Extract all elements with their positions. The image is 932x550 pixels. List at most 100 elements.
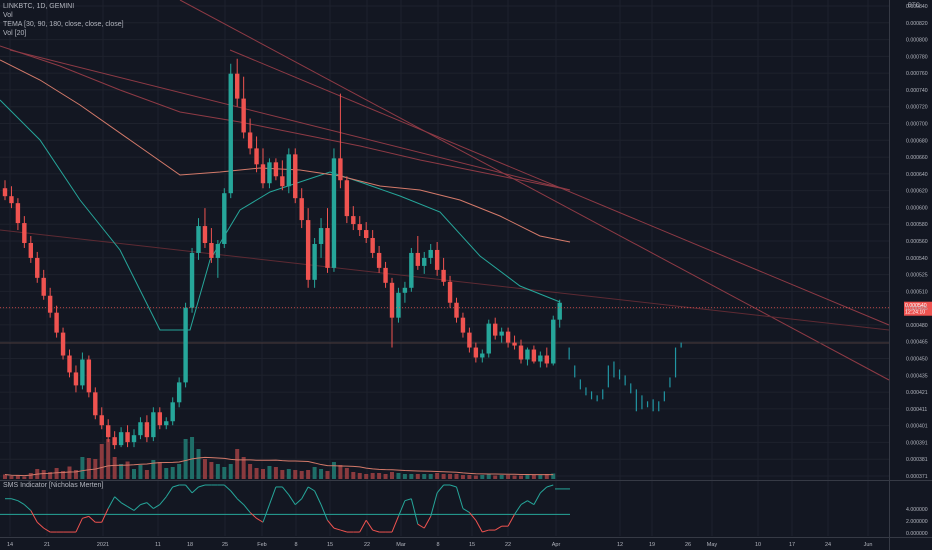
candle-body [241, 98, 246, 133]
candle-body [176, 382, 182, 403]
symbol-legend[interactable]: LINKBTC, 1D, GEMINI [3, 3, 75, 10]
sms-line-segment [314, 490, 322, 505]
volume-bar [280, 470, 285, 479]
sms-line-segment [114, 496, 122, 504]
time-tick-label: Jun [864, 542, 873, 548]
price-tick-label: 0.000660 [906, 155, 928, 161]
volume-ma-line [4, 456, 554, 477]
candle-body [247, 132, 253, 149]
volume-bar [286, 469, 291, 479]
time-tick-label: Mar [396, 542, 406, 548]
candle-body [73, 372, 79, 386]
candle-body [357, 224, 362, 231]
candle-body [267, 162, 272, 184]
candle-body [209, 242, 214, 258]
sms-line-segment [294, 498, 303, 505]
price-tick-label: 0.000371 [906, 474, 928, 480]
candle-body [518, 345, 524, 360]
time-tick-label: 25 [222, 542, 228, 548]
sms-line-segment [507, 514, 515, 527]
price-tick-label: 0.000480 [906, 323, 928, 329]
price-tick-label: 0.000740 [906, 88, 928, 94]
candle-body [460, 317, 466, 333]
volume-bar [248, 464, 253, 479]
time-tick-label: 18 [187, 542, 193, 548]
time-tick-label: 22 [505, 542, 511, 548]
volume-bar [48, 472, 53, 479]
candle-body [376, 252, 382, 268]
candle-body [305, 220, 311, 280]
price-tick-label: 0.000580 [906, 222, 928, 228]
tema-legend[interactable]: TEMA [30, 90, 180, close, close, close] [3, 21, 124, 28]
candle-body [512, 342, 517, 346]
volume-bar [441, 474, 446, 479]
time-tick-label: 17 [789, 542, 795, 548]
candle-body [22, 223, 27, 243]
volume-bar [177, 464, 182, 479]
candle-body [235, 73, 240, 99]
candle-body [118, 432, 124, 446]
candle-body [415, 252, 420, 266]
candle-body [312, 243, 317, 280]
sms-line-segment [391, 516, 399, 533]
vol-legend[interactable]: Vol [3, 12, 13, 19]
volume-bar [235, 449, 240, 479]
volume-bar [331, 462, 336, 479]
volume-bar [196, 449, 201, 479]
volume-bar [396, 473, 401, 479]
volume-bar [538, 475, 543, 479]
candle-body [170, 402, 175, 422]
sms-line-segment [301, 486, 309, 499]
time-tick-label: Feb [257, 542, 266, 548]
volume-bar [357, 473, 362, 479]
candle-body [344, 180, 350, 217]
volume-bar [80, 457, 85, 479]
sms-line-segment [268, 486, 277, 505]
volume-bar [202, 459, 207, 479]
volume-bar [299, 471, 304, 479]
volume-bar [551, 473, 556, 479]
time-tick-label: Apr [552, 542, 561, 548]
price-tick-label: 0.000680 [906, 138, 928, 144]
candle-body [60, 332, 66, 356]
candle-body [531, 349, 537, 362]
sms-line-segment [191, 486, 199, 494]
sms-line-segment [333, 527, 341, 531]
sms-line-segment [24, 504, 32, 511]
volume-bar [435, 473, 440, 479]
sms-line-segment [36, 521, 45, 529]
sms-tick-label: 0.000000 [906, 531, 928, 537]
volume-bar [293, 470, 298, 479]
time-tick-label: 22 [364, 542, 370, 548]
candle-body [99, 415, 104, 426]
sms-line-segment [449, 484, 457, 488]
sms-line-segment [469, 512, 477, 521]
volume-bar [164, 468, 169, 479]
price-tick-label: 0.000391 [906, 440, 928, 446]
time-tick-label: 2021 [97, 542, 109, 548]
candle-body [106, 425, 111, 438]
volume-bar [544, 474, 549, 479]
volume-bar [338, 465, 343, 479]
sms-line-segment [43, 527, 51, 533]
candle-body [222, 193, 227, 244]
sms-line-segment [30, 510, 38, 523]
candle-body [164, 421, 169, 426]
vol20-legend[interactable]: Vol [20] [3, 30, 27, 37]
sms-indicator-legend[interactable]: SMS Indicator [Nicholas Merten] [3, 482, 104, 489]
candle-body [557, 302, 562, 320]
sms-line-segment [172, 484, 180, 488]
sms-line-segment [372, 529, 380, 533]
price-tick-label: 0.000540 [906, 256, 928, 262]
volume-bar [209, 462, 214, 479]
sms-line-segment [462, 508, 470, 513]
sms-line-segment [88, 515, 96, 523]
tema-medium-line [0, 59, 571, 243]
candle-body [525, 349, 530, 360]
volume-bar [15, 475, 20, 479]
price-tick-label: 0.000640 [906, 172, 928, 178]
volume-bar [273, 467, 278, 479]
candle-body [293, 154, 298, 199]
candle-body [112, 437, 117, 446]
